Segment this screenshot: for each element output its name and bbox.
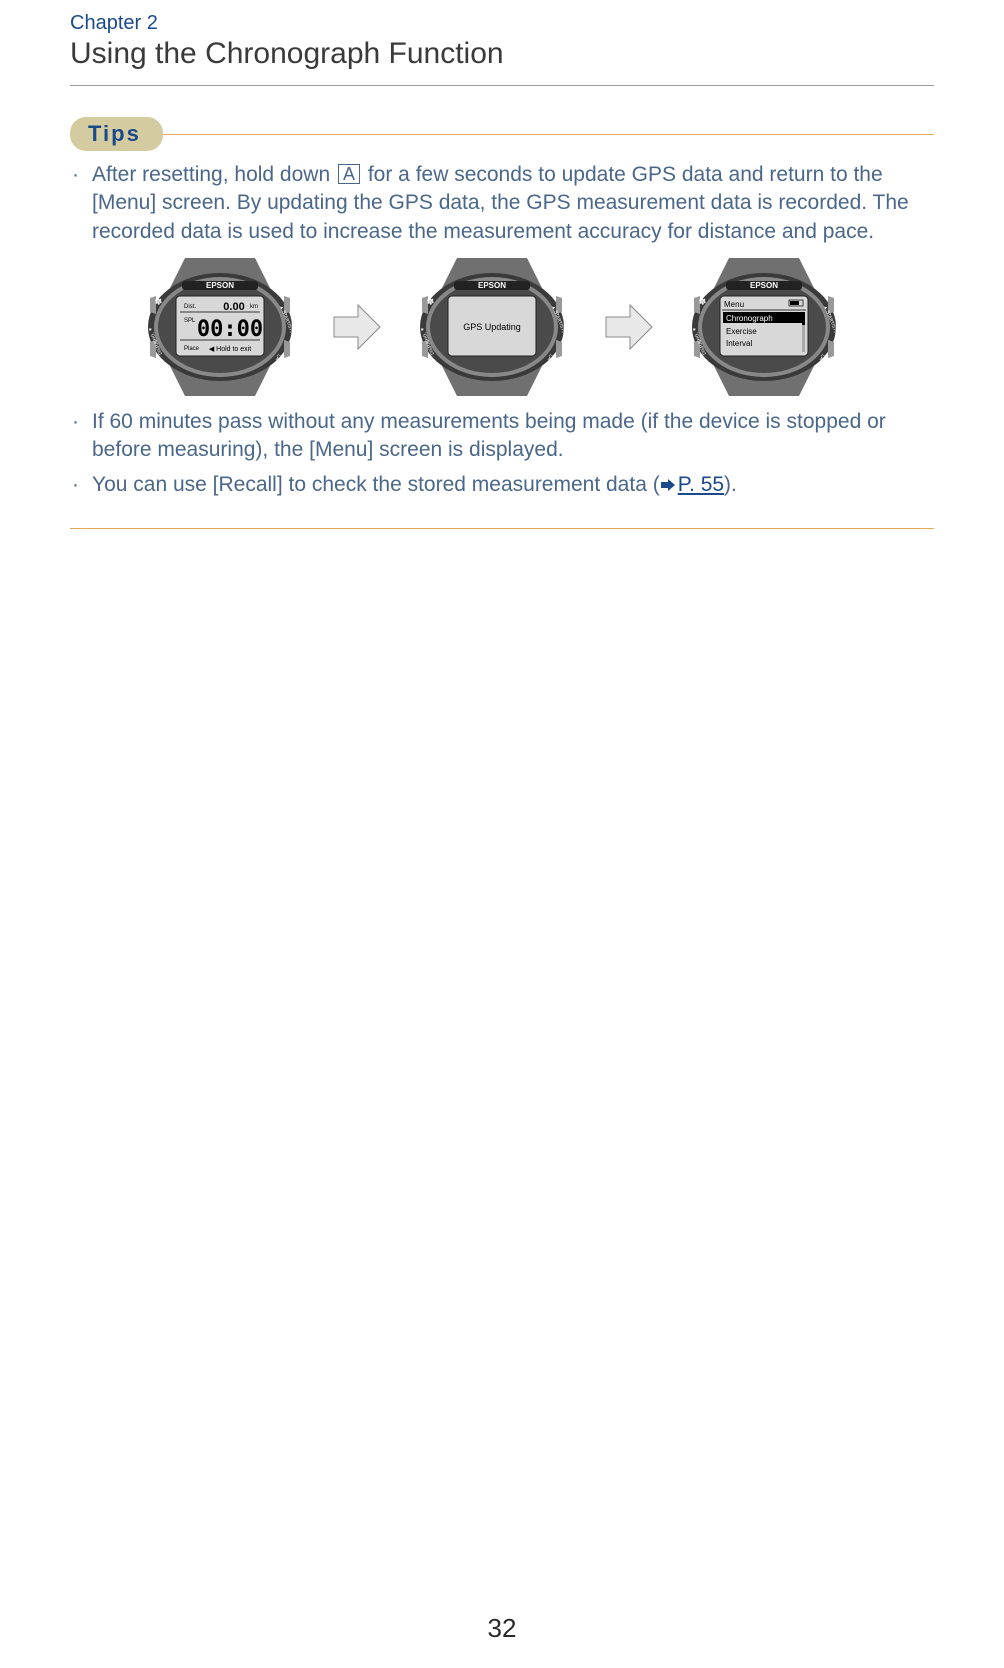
- tip-text: You can use [Recall] to check the stored…: [92, 471, 934, 500]
- tip-item: · If 60 minutes pass without any measure…: [70, 408, 934, 465]
- svg-text:Place: Place: [184, 346, 200, 352]
- bullet-icon: ·: [70, 471, 92, 500]
- tips-list: · After resetting, hold down A for a few…: [70, 161, 934, 500]
- svg-text:Chronograph: Chronograph: [726, 314, 773, 323]
- svg-text:Exercise: Exercise: [726, 327, 757, 336]
- svg-text:km: km: [250, 304, 258, 310]
- svg-text:SPL: SPL: [184, 318, 196, 324]
- page-link[interactable]: P. 55: [678, 473, 724, 496]
- svg-text:◀ Hold to exit: ◀ Hold to exit: [209, 346, 251, 353]
- tips-badge: Tips: [70, 117, 163, 151]
- watch-gps-updating-icon: EPSON GPS Updating ✽ ▲ START/STOP DISP./…: [402, 258, 582, 396]
- chapter-title: Using the Chronograph Function: [70, 37, 934, 71]
- tips-section: Tips · After resetting, hold down A for …: [70, 134, 934, 529]
- svg-text:Interval: Interval: [726, 339, 752, 348]
- tip-post-link: ).: [724, 473, 737, 496]
- page-header: Chapter 2 Using the Chronograph Function: [70, 0, 934, 86]
- bullet-icon: ·: [70, 408, 92, 465]
- page-number: 32: [0, 1613, 1004, 1644]
- svg-text:GPS Updating: GPS Updating: [463, 322, 521, 332]
- watch-sequence: EPSON Dist. 0.00 km SPL 00:00 Place ◀ Ho…: [130, 258, 934, 396]
- watch-menu-icon: EPSON Menu Chronograph Exercise Interval…: [674, 258, 854, 396]
- tip-pre-link: You can use [Recall] to check the stored…: [92, 473, 660, 496]
- svg-text:0.00: 0.00: [223, 301, 244, 313]
- link-arrow-icon: [660, 472, 676, 500]
- tip-item: · After resetting, hold down A for a few…: [70, 161, 934, 246]
- arrow-right-icon: [600, 299, 656, 355]
- svg-text:00:00: 00:00: [197, 317, 263, 342]
- brand-text: EPSON: [206, 281, 234, 290]
- svg-text:EPSON: EPSON: [750, 281, 778, 290]
- arrow-right-icon: [328, 299, 384, 355]
- key-a-icon: A: [338, 164, 360, 184]
- chapter-label: Chapter 2: [70, 12, 934, 35]
- svg-text:Menu: Menu: [724, 300, 744, 309]
- svg-text:Dist.: Dist.: [184, 304, 196, 310]
- tip-text: After resetting, hold down A for a few s…: [92, 161, 934, 246]
- watch-chrono-icon: EPSON Dist. 0.00 km SPL 00:00 Place ◀ Ho…: [130, 258, 310, 396]
- tip-text: If 60 minutes pass without any measureme…: [92, 408, 934, 465]
- tip-item: · You can use [Recall] to check the stor…: [70, 471, 934, 500]
- tip-pre: After resetting, hold down: [92, 163, 336, 186]
- svg-text:EPSON: EPSON: [478, 281, 506, 290]
- bullet-icon: ·: [70, 161, 92, 246]
